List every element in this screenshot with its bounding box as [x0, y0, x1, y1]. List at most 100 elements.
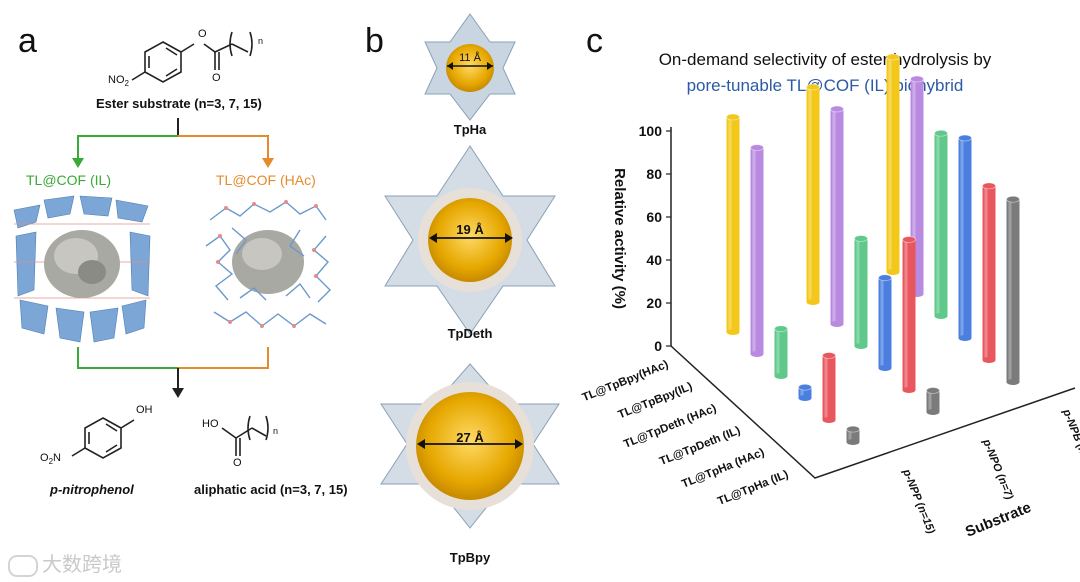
bar-3-0 — [798, 383, 812, 401]
panel-a-graphics — [12, 31, 331, 459]
bar-top — [910, 75, 924, 83]
watermark: 大数跨境 — [8, 548, 122, 577]
bar-base — [774, 373, 788, 379]
substrate-label: p-NPP (n=15) — [900, 467, 937, 536]
bar-body — [822, 355, 836, 420]
chem-o-ether: O — [198, 28, 207, 40]
series-label: TL@TpHa (IL) — [716, 469, 790, 508]
bar-highlight — [824, 355, 828, 420]
bar-body — [958, 138, 972, 338]
flow-arrows — [72, 118, 274, 398]
bar-2-2 — [934, 129, 948, 319]
bar-highlight — [856, 238, 860, 346]
tpdeth-pore — [384, 145, 556, 335]
bar-highlight — [848, 429, 852, 442]
chem-n-subscript: n — [258, 36, 264, 46]
bar-1-0 — [750, 144, 764, 357]
bar-base — [958, 335, 972, 341]
bar-highlight — [936, 133, 940, 316]
bar-highlight — [832, 109, 836, 324]
bar-body — [726, 117, 740, 332]
panel-letter-b: b — [365, 22, 384, 60]
tpbpy-label: TpBpy — [449, 550, 491, 565]
bar-highlight — [928, 390, 932, 412]
bar-top — [798, 383, 812, 391]
bar-3-1 — [878, 274, 892, 371]
bar-body — [926, 390, 940, 412]
bar-body — [846, 429, 860, 442]
product1-label: p-nitrophenol — [50, 482, 134, 497]
tpbpy-pore-size: 27 Å — [456, 430, 484, 445]
bar-base — [1006, 379, 1020, 385]
panel-letter-c: c — [586, 22, 603, 60]
y-tick-label: 60 — [646, 209, 662, 225]
substrate-label: p-NPO (n=7) — [980, 437, 1016, 502]
y-tick-label: 40 — [646, 252, 662, 268]
y-tick-label: 100 — [639, 123, 663, 139]
bar-top — [926, 387, 940, 394]
y-tick-label: 20 — [646, 295, 662, 311]
bar-top — [822, 352, 836, 359]
bar-top — [982, 182, 996, 190]
bar-top — [726, 113, 740, 121]
bar-top — [934, 129, 948, 137]
bar-highlight — [984, 185, 988, 360]
substrate-label: p-NPB (n=3) — [1060, 407, 1080, 471]
y-axis-label: Relative activity (%) — [611, 168, 628, 309]
bar-base — [806, 299, 820, 305]
bar-top — [878, 274, 892, 282]
bar-body — [798, 387, 812, 398]
bar-base — [830, 321, 844, 327]
y-tick-label: 80 — [646, 166, 662, 182]
bar-4-1 — [902, 236, 916, 393]
chem-o-acid: O — [233, 457, 242, 469]
bar-3-2 — [958, 134, 972, 341]
substrate-caption: Ester substrate (n=3, 7, 15) — [96, 96, 262, 111]
bar-body — [878, 277, 892, 368]
ester-molecule — [131, 31, 253, 83]
bar-base — [750, 351, 764, 357]
bar-highlight — [808, 87, 812, 302]
bar-body — [750, 147, 764, 354]
bar-highlight — [880, 277, 884, 368]
bar-body — [830, 109, 844, 324]
tpbpy-pore — [380, 363, 560, 529]
bar-highlight — [888, 57, 892, 272]
bar-1-1 — [830, 105, 844, 327]
panel-letter-a: a — [18, 22, 37, 60]
bar-highlight — [904, 239, 908, 390]
x-axis-label: Substrate — [963, 499, 1034, 541]
bar-base — [878, 365, 892, 371]
bar-base — [822, 417, 836, 423]
chem-oh: OH — [136, 404, 153, 416]
bar-highlight — [800, 387, 804, 398]
chem-ho: HO — [202, 418, 219, 430]
bar-body — [902, 239, 916, 390]
chem-n-acid: n — [273, 426, 279, 436]
nitrophenol-molecule — [71, 417, 135, 459]
branch-right-label: TL@COF (HAc) — [216, 172, 316, 188]
floor-axes — [670, 345, 1076, 479]
bar-0-0 — [726, 113, 740, 335]
bar-body — [886, 57, 900, 272]
bar-base — [798, 395, 812, 401]
bar-top — [854, 235, 868, 242]
tpha-label: TpHa — [453, 122, 487, 137]
bar-5-0 — [846, 425, 860, 445]
bar-body — [854, 238, 868, 346]
bar-highlight — [912, 79, 916, 294]
tpha-pore-size: 11 Å — [459, 52, 481, 64]
bar-base — [846, 439, 860, 445]
bar-2-0 — [774, 325, 788, 379]
bar-top — [774, 325, 788, 333]
bar-top — [958, 134, 972, 142]
bar-base — [854, 343, 868, 349]
bar-base — [926, 409, 940, 415]
bar-base — [902, 387, 916, 393]
bar-top — [1006, 195, 1020, 203]
branch-left-label: TL@COF (IL) — [26, 172, 111, 188]
chem-o2n: O2N — [40, 452, 61, 467]
bar-body — [1006, 199, 1020, 382]
bar-base — [934, 313, 948, 319]
